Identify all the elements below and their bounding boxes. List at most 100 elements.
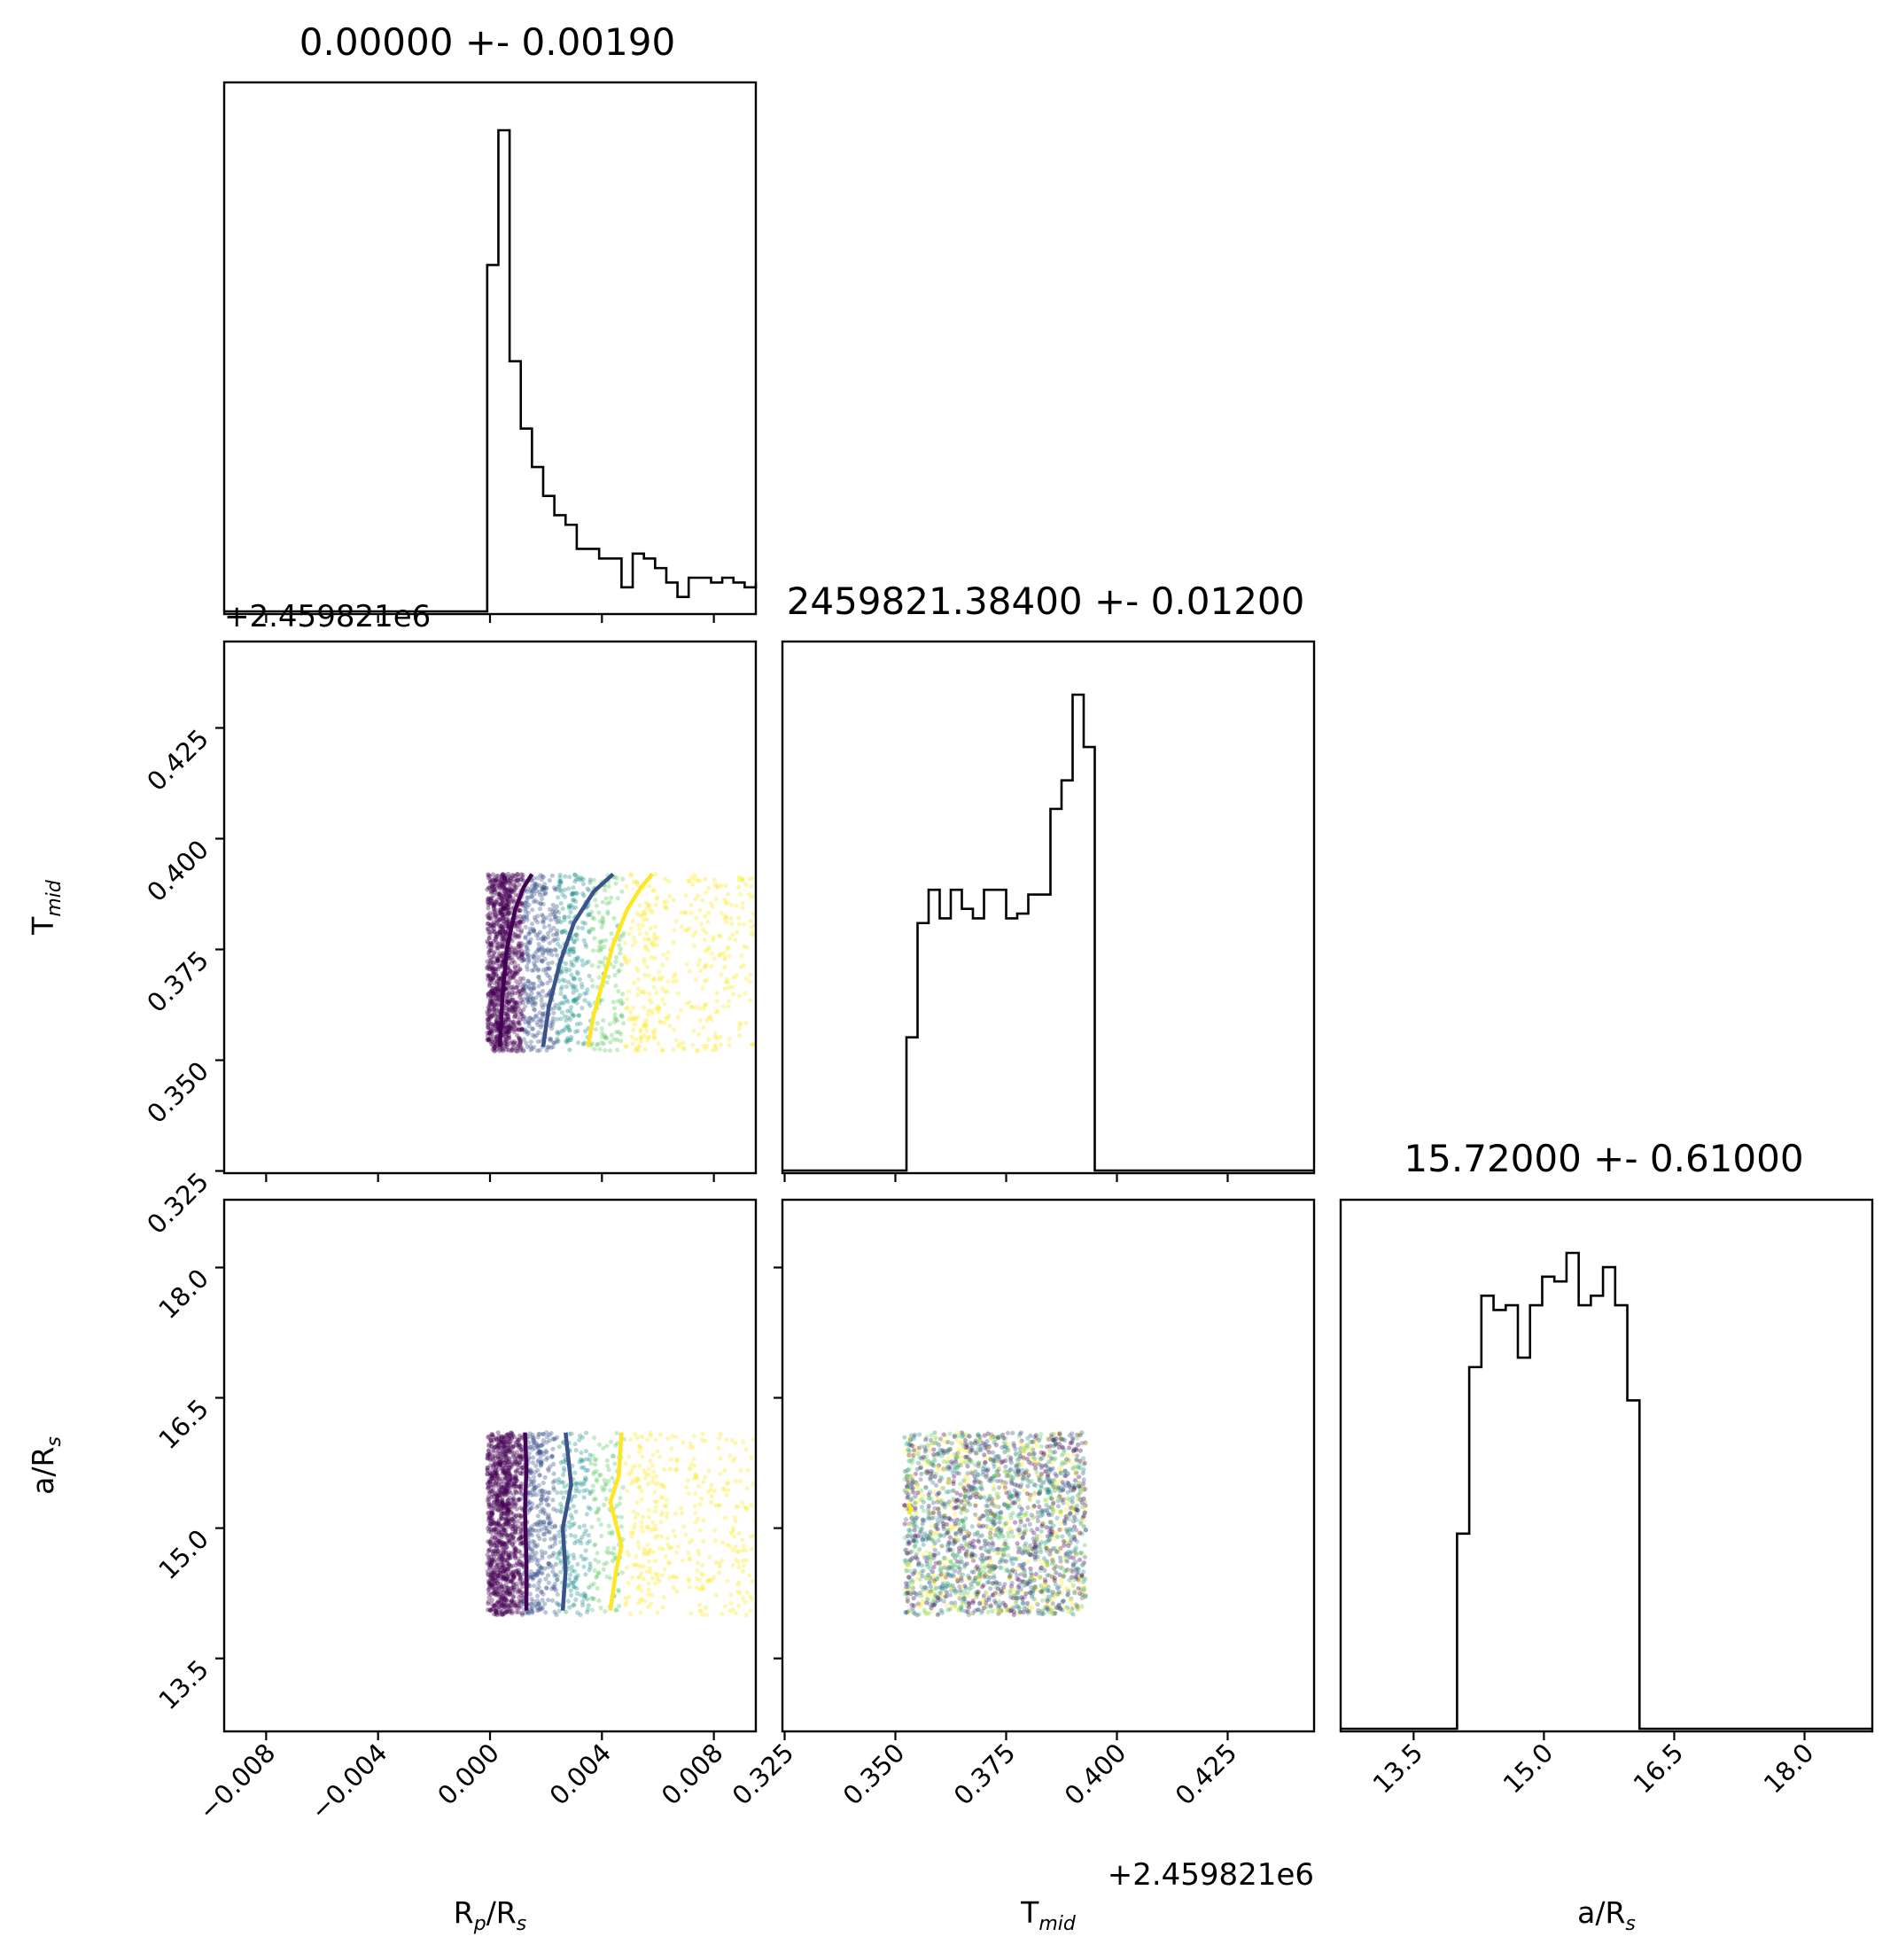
scatter-point (733, 1544, 738, 1550)
scatter-point (725, 1578, 730, 1583)
scatter-point (651, 888, 657, 893)
scatter-point (553, 948, 558, 953)
scatter-point (666, 1013, 672, 1018)
scatter-point (502, 929, 507, 934)
scatter-point (593, 898, 598, 903)
scatter-point (522, 900, 528, 906)
scatter-point (639, 1520, 644, 1525)
scatter-point (671, 1047, 676, 1053)
scatter-point (646, 1507, 652, 1513)
scatter-point (517, 1489, 523, 1495)
scatter-point (489, 1000, 494, 1006)
scatter-point (519, 876, 525, 883)
scatter-point (486, 994, 491, 999)
scatter-point (506, 1537, 511, 1543)
scatter-point (493, 878, 498, 883)
scatter-point (488, 977, 494, 984)
scatter-point (614, 1441, 620, 1446)
scatter-point (532, 1045, 537, 1050)
scatter-point (630, 1041, 635, 1046)
scatter-point (685, 928, 690, 933)
scatter-point (688, 1445, 693, 1451)
scatter-point (487, 874, 493, 879)
scatter-point (618, 1496, 623, 1501)
scatter-point (517, 914, 523, 919)
scatter-point (500, 944, 506, 949)
scatter-point (498, 902, 504, 907)
scatter-point (648, 907, 653, 913)
scatter-point (510, 1505, 516, 1510)
scatter-point (713, 1009, 719, 1015)
scatter-point (0, 1450, 3, 1454)
scatter-point (659, 1513, 665, 1518)
scatter-point (490, 976, 496, 981)
scatter-point (609, 1032, 615, 1038)
scatter-point (556, 883, 562, 889)
scatter-point (538, 1463, 543, 1468)
scatter-point (693, 929, 698, 935)
scatter-point (638, 1598, 643, 1604)
scatter-point (501, 1444, 506, 1450)
scatter-point (489, 1583, 494, 1588)
scatter-point (531, 1474, 537, 1480)
scatter-point (486, 936, 492, 941)
scatter-point (517, 989, 522, 994)
scatter-point (654, 991, 659, 996)
scatter-point (572, 1584, 577, 1590)
scatter-point (485, 1037, 490, 1042)
scatter-point (586, 1533, 591, 1538)
scatter-point (486, 900, 492, 906)
scatter-point (520, 999, 525, 1005)
scatter-point (514, 885, 519, 891)
scatter-point (499, 874, 504, 879)
scatter-point (540, 887, 545, 892)
scatter-point (597, 944, 603, 949)
scatter-point (589, 1607, 595, 1613)
scatter-point (730, 1607, 735, 1613)
scatter-point (499, 1515, 504, 1521)
scatter-point (506, 991, 511, 996)
scatter-point (579, 1592, 584, 1598)
scatter-point (544, 1047, 549, 1053)
scatter-point (671, 898, 676, 903)
scatter-point (1077, 1474, 1082, 1480)
scatter-point (525, 978, 531, 984)
scatter-point (573, 1029, 579, 1034)
scatter-point (626, 1581, 631, 1586)
scatter-point (584, 1488, 589, 1493)
scatter-point (646, 937, 652, 943)
scatter-point (521, 987, 526, 992)
scatter-point (559, 1028, 565, 1033)
scatter-point (739, 875, 744, 882)
scatter-point (502, 1567, 508, 1572)
scatter-point (524, 984, 529, 989)
scatter-point (496, 1443, 502, 1450)
scatter-point (642, 1023, 648, 1030)
scatter-point (734, 1557, 739, 1562)
scatter-point (580, 984, 585, 990)
scatter-point (485, 1452, 490, 1458)
scatter-point (569, 1005, 574, 1010)
scatter-point (596, 1517, 602, 1522)
scatter-point (550, 1446, 556, 1451)
scatter-point (539, 1018, 544, 1023)
scatter-point (580, 920, 586, 925)
scatter-point (573, 898, 579, 905)
scatter-point (496, 883, 502, 889)
scatter-point (633, 1431, 638, 1437)
scatter-point (542, 1474, 548, 1480)
scatter-point (490, 985, 495, 991)
scatter-point (501, 1590, 506, 1595)
scatter-point (525, 905, 530, 910)
scatter-point (708, 900, 714, 906)
scatter-point (595, 1021, 600, 1026)
scatter-point (524, 914, 530, 919)
scatter-point (517, 994, 523, 999)
scatter-point (510, 1477, 515, 1483)
scatter-point (510, 1594, 516, 1599)
scatter-point (499, 1584, 504, 1590)
scatter-point (497, 890, 502, 895)
scatter-point (697, 907, 703, 913)
scatter-point (535, 936, 541, 941)
scatter-point (593, 1027, 598, 1032)
